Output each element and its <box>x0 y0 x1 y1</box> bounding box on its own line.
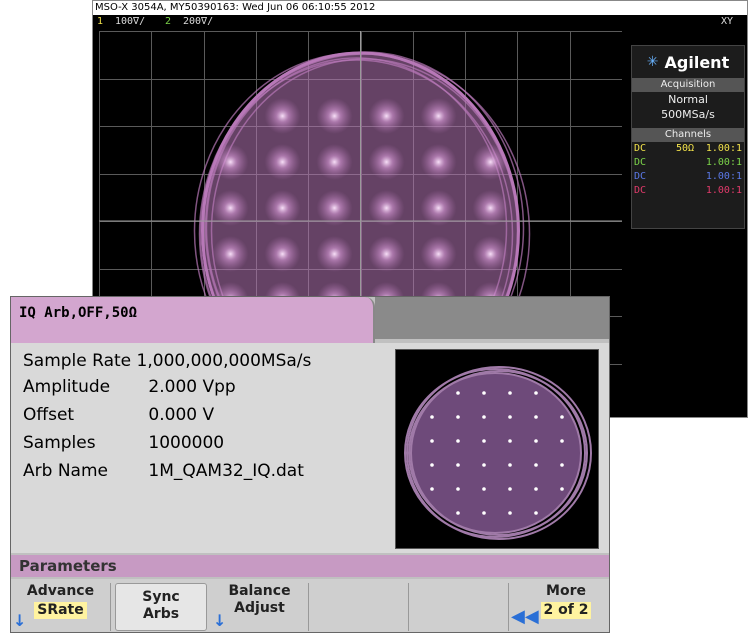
iq-constellation-preview <box>395 349 599 549</box>
param-arb-name[interactable]: Arb Name 1M_QAM32_IQ.dat <box>23 461 304 481</box>
scope-title-bar: MSO-X 3054A, MY50390163: Wed Jun 06 06:1… <box>93 1 747 15</box>
param-samples[interactable]: Samples 1000000 <box>23 433 224 453</box>
softkey-top-label: Advance <box>26 583 95 599</box>
ch1-number[interactable]: 1 <box>97 16 104 27</box>
channel-row-2: DC 1.00:1 <box>632 156 744 170</box>
scope-side-panel: ✳ Agilent Acquisition Normal 500MSa/s Ch… <box>631 45 745 229</box>
balance-adjust-softkey[interactable]: Balance Adjust ↓ <box>211 583 309 631</box>
scope-channel-bar: 1 100∇/ 2 200∇/ XY <box>93 15 747 29</box>
channels-header: Channels <box>632 128 744 142</box>
acquisition-header: Acquisition <box>632 78 744 92</box>
xy-mode-label: XY <box>721 16 734 27</box>
softkey-bottom-label: Adjust <box>234 600 285 616</box>
param-offset[interactable]: Offset 0.000 V <box>23 405 214 425</box>
ch2-scale[interactable]: 200∇/ <box>183 16 214 27</box>
channel-row-3: DC 1.00:1 <box>632 170 744 184</box>
acquisition-rate: 500MSa/s <box>661 108 715 121</box>
sync-arbs-softkey[interactable]: Sync Arbs <box>115 583 207 631</box>
param-value: 1M_QAM32_IQ.dat <box>148 461 304 481</box>
more-softkey[interactable]: More 2 of 2 ◀◀ <box>509 583 609 631</box>
softkey-value: SRate <box>34 602 87 619</box>
channel-impedance: 50Ω <box>676 143 695 154</box>
param-value: 0.000 V <box>148 405 215 425</box>
param-value: 1,000,000,000MSa/s <box>136 351 312 371</box>
channel-probe: 1.00:1 <box>705 171 742 182</box>
section-bar: Parameters <box>11 555 609 577</box>
softkey-value: 2 of 2 <box>540 602 592 619</box>
param-label: Offset <box>23 405 75 425</box>
channel-probe: 1.00:1 <box>705 143 742 154</box>
channel-coupling: DC <box>634 157 647 168</box>
channel-coupling: DC <box>634 143 647 154</box>
function-generator-panel: IQ Arb,OFF,50Ω Sample Rate 1,000,000,000… <box>10 296 610 633</box>
double-left-arrow-icon: ◀◀ <box>511 606 539 627</box>
channel-coupling: DC <box>634 185 647 196</box>
param-label: Samples <box>23 433 96 453</box>
softkey-empty-4[interactable] <box>309 583 409 631</box>
advance-srate-softkey[interactable]: Advance SRate ↓ <box>11 583 111 631</box>
channel-coupling: DC <box>634 171 647 182</box>
channel-probe: 1.00:1 <box>705 185 742 196</box>
param-label: Amplitude <box>23 377 111 397</box>
softkey-empty-5[interactable] <box>409 583 509 631</box>
channel-tab-label: IQ Arb,OFF,50Ω <box>19 305 138 321</box>
brand-name: Agilent <box>664 52 730 72</box>
softkey-bottom-label: Arbs <box>142 606 180 622</box>
softkey-top-label: Balance <box>228 583 291 599</box>
param-value: 2.000 Vpp <box>148 377 236 397</box>
ch1-scale[interactable]: 100∇/ <box>115 16 146 27</box>
channel-row-1: DC 50Ω 1.00:1 <box>632 142 744 156</box>
param-sample-rate[interactable]: Sample Rate 1,000,000,000MSa/s <box>23 351 311 371</box>
channel-row-4: DC 1.00:1 <box>632 184 744 198</box>
tab-strip <box>375 297 609 339</box>
arrow-down-icon: ↓ <box>13 611 27 630</box>
agilent-logo: ✳ Agilent <box>632 46 744 78</box>
channel-tab[interactable]: IQ Arb,OFF,50Ω <box>11 297 375 343</box>
agilent-spark-icon: ✳ <box>646 54 659 70</box>
softkey-bar: Advance SRate ↓ Sync Arbs Balance Adjust… <box>11 579 609 632</box>
arrow-down-icon: ↓ <box>213 611 227 630</box>
channel-probe: 1.00:1 <box>705 157 742 168</box>
param-label: Sample Rate <box>23 351 132 371</box>
param-amplitude[interactable]: Amplitude 2.000 Vpp <box>23 377 236 397</box>
softkey-top-label: More <box>546 583 586 599</box>
acquisition-mode: Normal <box>668 93 708 106</box>
param-value: 1000000 <box>148 433 225 453</box>
softkey-top-label: Sync <box>142 589 180 605</box>
param-label: Arb Name <box>23 461 108 481</box>
ch2-number[interactable]: 2 <box>165 16 172 27</box>
